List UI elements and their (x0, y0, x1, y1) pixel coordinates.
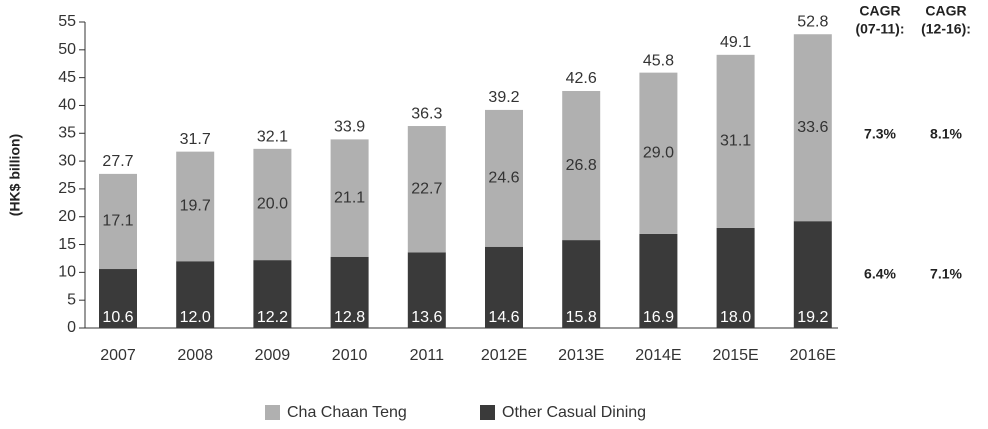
y-tick-label: 5 (67, 291, 76, 308)
value-label: 16.9 (643, 309, 674, 326)
value-label: 14.6 (488, 309, 519, 326)
y-tick-label: 20 (58, 208, 76, 225)
x-tick-label: 2010 (332, 347, 368, 364)
cagr-value: 8.1% (930, 126, 962, 142)
bar-segment (407, 126, 446, 253)
total-label: 36.3 (411, 105, 442, 122)
bar-segment (639, 233, 678, 328)
x-tick-label: 2008 (177, 347, 213, 364)
legend-swatch (480, 405, 495, 420)
legend-label: Cha Chaan Teng (287, 404, 407, 421)
bar-segment (562, 90, 601, 241)
total-label: 33.9 (334, 119, 365, 136)
y-tick-label: 45 (58, 69, 76, 86)
total-label: 45.8 (643, 52, 674, 69)
bar-segment (716, 54, 755, 228)
value-label: 22.7 (411, 180, 442, 197)
cagr-value: 7.3% (864, 126, 896, 142)
value-label: 12.0 (180, 309, 211, 326)
total-label: 42.6 (566, 70, 597, 87)
value-label: 12.2 (257, 309, 288, 326)
y-tick-label: 30 (58, 152, 76, 169)
cagr-header: (12-16): (921, 21, 971, 37)
total-label: 39.2 (488, 89, 519, 106)
cagr-header: CAGR (859, 3, 900, 19)
bar-segment (253, 260, 292, 328)
value-label: 24.6 (488, 170, 519, 187)
value-label: 19.7 (180, 198, 211, 215)
bar-segment (639, 72, 678, 234)
cagr-header: (07-11): (855, 21, 904, 37)
cagr-value: 6.4% (864, 266, 896, 282)
value-label: 33.6 (797, 119, 828, 136)
x-tick-label: 2013E (558, 347, 604, 364)
value-label: 13.6 (411, 309, 442, 326)
x-tick-label: 2011 (410, 347, 445, 364)
bar-segment (562, 240, 601, 328)
y-tick-label: 10 (58, 264, 76, 281)
bar-segment (99, 173, 137, 270)
bar-segment (793, 221, 832, 328)
value-label: 26.8 (566, 157, 597, 174)
total-label: 52.8 (797, 13, 828, 30)
x-tick-label: 2014E (635, 347, 681, 364)
value-label: 19.2 (797, 309, 828, 326)
total-label: 49.1 (720, 34, 751, 51)
y-tick-label: 35 (58, 124, 76, 141)
value-label: 29.0 (643, 145, 674, 162)
value-label: 21.1 (334, 189, 365, 206)
bar-segment (330, 139, 369, 257)
y-tick-label: 40 (58, 97, 76, 114)
y-axis-label: (HK$ billion) (7, 134, 23, 216)
legend-label: Other Casual Dining (502, 404, 646, 421)
total-label: 31.7 (180, 131, 211, 148)
total-label: 27.7 (102, 153, 133, 170)
bar-segment (716, 227, 755, 328)
y-tick-label: 55 (58, 13, 76, 30)
bar-segment (407, 252, 446, 328)
value-label: 31.1 (720, 133, 751, 150)
value-label: 17.1 (102, 213, 133, 230)
cagr-header: CAGR (925, 3, 966, 19)
x-tick-label: 2007 (100, 347, 136, 364)
value-label: 15.8 (566, 309, 597, 326)
bar-segment (330, 256, 369, 328)
x-tick-label: 2009 (255, 347, 291, 364)
x-tick-label: 2012E (481, 347, 527, 364)
y-tick-label: 15 (58, 236, 76, 253)
bar-segment (253, 148, 292, 261)
bar-segment (99, 269, 137, 328)
bar-segment (485, 246, 523, 328)
value-label: 20.0 (257, 196, 288, 213)
x-tick-label: 2015E (712, 347, 758, 364)
value-label: 12.8 (334, 309, 365, 326)
total-label: 32.1 (257, 129, 288, 146)
bar-segment (176, 261, 215, 328)
x-tick-label: 2016E (790, 347, 836, 364)
y-tick-label: 0 (67, 319, 76, 336)
value-label: 18.0 (720, 309, 751, 326)
cagr-value: 7.1% (930, 266, 962, 282)
bar-segment (176, 151, 215, 262)
bar-segment (793, 34, 832, 222)
legend-swatch (265, 405, 280, 420)
value-label: 10.6 (102, 309, 133, 326)
y-tick-label: 25 (58, 180, 76, 197)
y-tick-label: 50 (58, 41, 76, 58)
bar-segment (485, 109, 523, 247)
